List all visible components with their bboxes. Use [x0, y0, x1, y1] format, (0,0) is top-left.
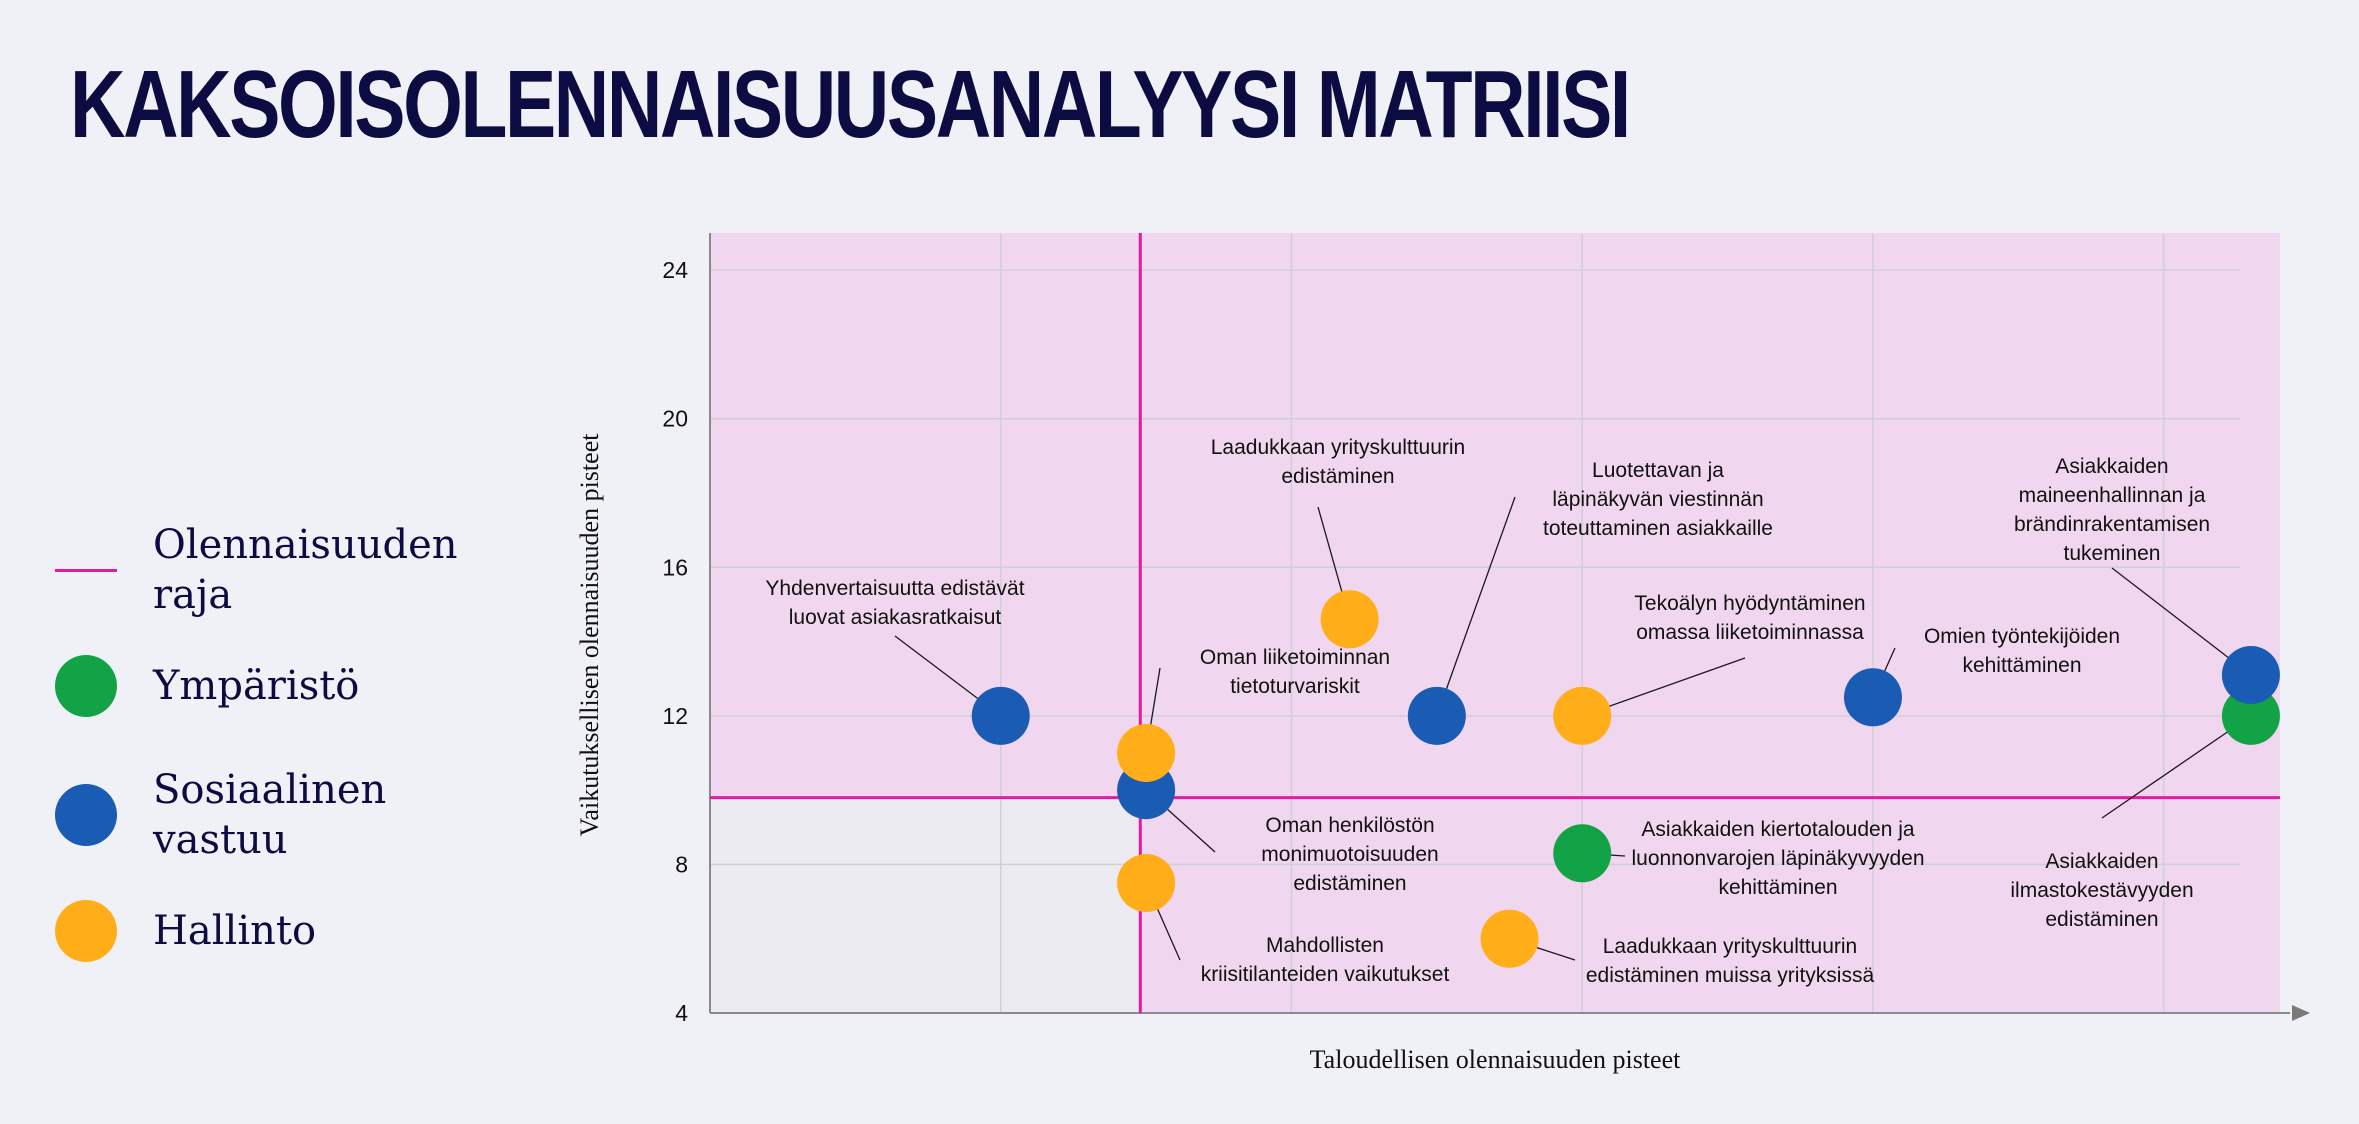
- y-axis-title: Vaikutuksellisen olennaisuuden pisteet: [575, 433, 604, 837]
- material-zone-right: [1140, 797, 2280, 1013]
- data-point-label: Oman henkilöstön monimuotoisuuden edistämi…: [1261, 814, 1438, 895]
- legend-label: Sosiaalinen vastuu: [153, 767, 387, 863]
- y-tick-label: 16: [662, 554, 688, 580]
- data-point-label: Laadukkaan yrityskulttuurin edistäminen: [1211, 436, 1465, 488]
- legend-item-2: Sosiaalinen vastuu: [55, 765, 515, 865]
- data-point-1-4: [2221, 646, 2280, 704]
- x-axis-title: Taloudellisen olennaisuuden pisteet: [1310, 1045, 1682, 1074]
- annotation-leader-line: [2111, 567, 2252, 676]
- y-tick-label: 12: [662, 703, 688, 729]
- y-tick-label: 8: [675, 851, 688, 877]
- legend-label: Olennaisuuden raja: [153, 522, 458, 618]
- data-point-0-0: [1553, 824, 1612, 883]
- data-point-0-1: [2221, 686, 2280, 745]
- y-tick-label: 24: [662, 257, 688, 283]
- annotation-leader-line: [1436, 496, 1516, 717]
- data-point-label: Mahdollisten kriisitilanteiden vaikutukse…: [1201, 934, 1450, 986]
- data-point-label: Tekoälyn hyödyntäminen omassa liiketoimin…: [1634, 592, 1865, 644]
- legend-item-0: Olennaisuuden raja: [55, 520, 515, 620]
- data-point-label: Yhdenvertaisuutta edistävät luovat asiaka…: [765, 577, 1024, 629]
- data-point-label: Omien työntekijöiden kehittäminen: [1924, 625, 2120, 677]
- page-title: KAKSOISOLENNAISUUSANALYYSI MATRIISI: [70, 51, 1631, 158]
- legend-circle-swatch: [55, 900, 117, 962]
- data-point-2-2: [1320, 590, 1379, 649]
- data-point-label: Asiakkaiden ilmastokestävyyden edistäminen: [2010, 850, 2193, 931]
- legend-item-3: Hallinto: [55, 900, 515, 962]
- data-point-label: Asiakkaiden maineenhallinnan ja brändinrak…: [2014, 455, 2210, 565]
- legend-label: Hallinto: [153, 908, 317, 954]
- annotation-leader-line: [2101, 715, 2252, 819]
- legend-item-1: Ympäristö: [55, 655, 515, 717]
- data-point-2-0: [1117, 724, 1176, 782]
- data-point-label: Laadukkaan yrityskulttuurin edistäminen m…: [1586, 935, 1875, 987]
- legend-circle-swatch: [55, 655, 117, 717]
- data-point-1-2: [1407, 686, 1466, 745]
- legend-circle-swatch: [55, 784, 117, 846]
- data-point-label: Luotettavan ja läpinäkyvän viestinnän tote…: [1543, 459, 1773, 540]
- data-point-2-1: [1117, 854, 1176, 912]
- data-point-2-4: [1480, 909, 1539, 968]
- legend-line-swatch: [55, 568, 117, 572]
- data-point-2-3: [1553, 686, 1612, 745]
- y-tick-label: 4: [675, 1000, 688, 1026]
- data-point-1-0: [971, 686, 1030, 745]
- data-point-1-3: [1843, 668, 1902, 727]
- legend-label: Ympäristö: [153, 663, 360, 709]
- data-point-label: Oman liiketoiminnan tietoturvariskit: [1200, 646, 1390, 698]
- data-point-label: Asiakkaiden kiertotalouden ja luonnonvaro…: [1631, 818, 1924, 899]
- material-zone-top: [710, 233, 2280, 798]
- y-tick-label: 20: [662, 406, 688, 432]
- x-axis-arrow: [2292, 1005, 2310, 1021]
